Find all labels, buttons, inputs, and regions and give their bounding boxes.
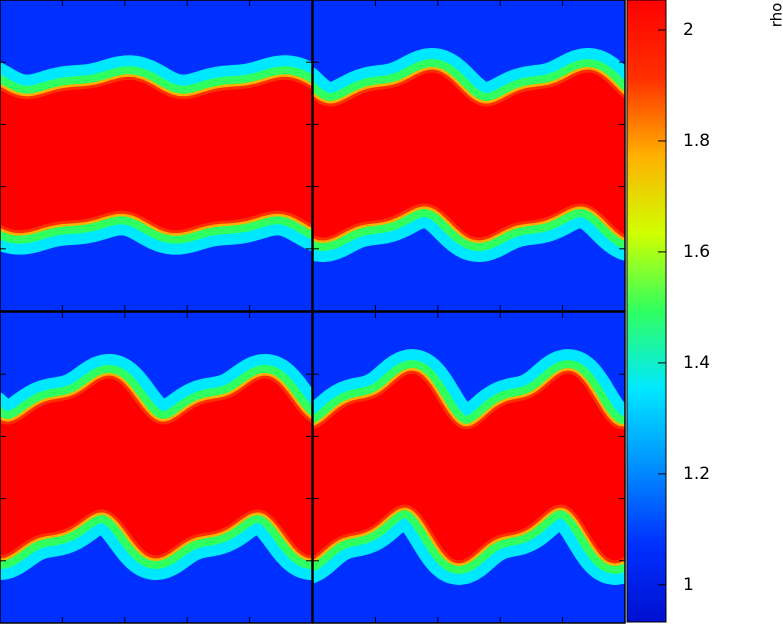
panel-frame [312,311,626,624]
colorbar-tick-label: 1.4 [683,353,710,373]
colorbar-tick-label: 1.8 [683,131,710,151]
panel [0,0,312,311]
colorbar-label: rho [768,3,783,28]
colorbar-tick-label: 1.6 [683,242,710,262]
colorbar-tick-label: 1 [683,575,694,595]
panel-frame [312,0,626,312]
colorbar-tick-label: 1.2 [683,464,710,484]
panel-frame [0,0,313,312]
dense-layer [0,375,312,559]
dense-layer [313,69,625,241]
colorbar-tick-label: 2 [683,20,694,40]
dense-layer [313,370,625,564]
dense-layer [0,76,312,234]
panel [0,312,312,623]
panels [0,0,626,624]
panel [313,312,625,623]
colorbar [626,0,667,623]
panel-frame [0,311,313,624]
panel [313,0,625,311]
